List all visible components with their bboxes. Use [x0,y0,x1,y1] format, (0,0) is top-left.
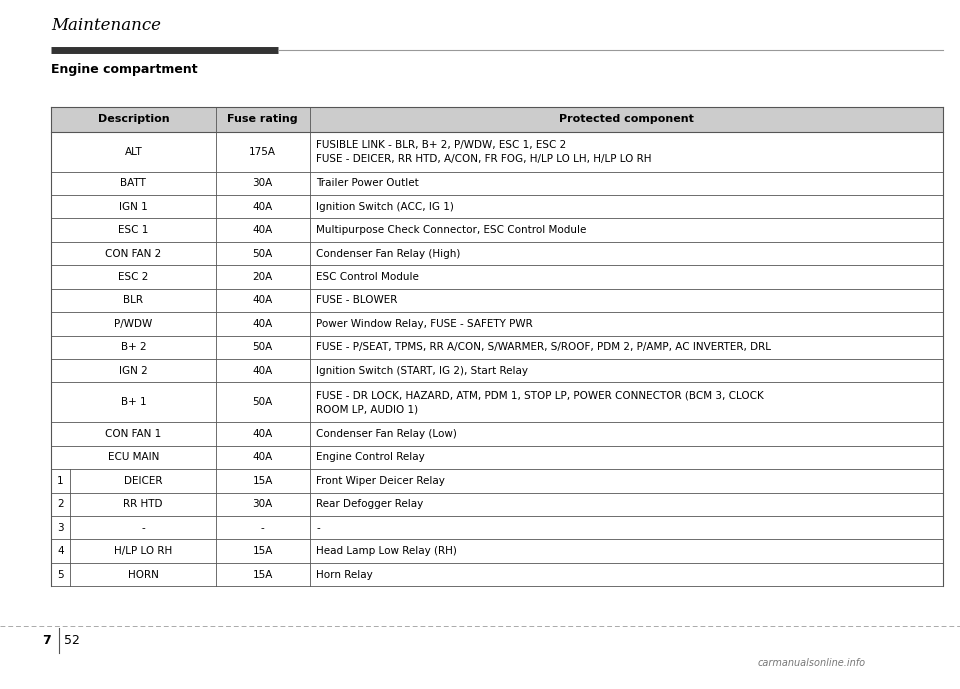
Text: -: - [141,523,145,533]
Text: Description: Description [98,114,169,124]
Text: 20A: 20A [252,272,273,282]
Text: IGN 2: IGN 2 [119,366,148,376]
Text: P/WDW: P/WDW [114,319,153,329]
Text: Protected component: Protected component [559,114,693,124]
Text: 40A: 40A [252,319,273,329]
Text: 30A: 30A [252,178,273,188]
Text: HORN: HORN [128,570,158,579]
Text: -: - [261,523,265,533]
Text: Head Lamp Low Relay (RH): Head Lamp Low Relay (RH) [316,546,457,556]
Text: B+ 1: B+ 1 [121,398,146,407]
Text: 50A: 50A [252,398,273,407]
Text: Trailer Power Outlet: Trailer Power Outlet [316,178,419,188]
Text: FUSE - BLOWER: FUSE - BLOWER [316,296,397,305]
Text: FUSE - DEICER, RR HTD, A/CON, FR FOG, H/LP LO LH, H/LP LO RH: FUSE - DEICER, RR HTD, A/CON, FR FOG, H/… [316,154,652,163]
Text: Condenser Fan Relay (Low): Condenser Fan Relay (Low) [316,429,457,439]
Text: ESC Control Module: ESC Control Module [316,272,420,282]
Text: CON FAN 2: CON FAN 2 [106,249,161,258]
Bar [51,107,943,132]
Text: ESC 1: ESC 1 [118,225,149,235]
Text: 7: 7 [41,635,51,647]
Text: 4: 4 [58,546,63,556]
Text: 2: 2 [58,500,63,509]
Text: FUSE - P/SEAT, TPMS, RR A/CON, S/WARMER, S/ROOF, PDM 2, P/AMP, AC INVERTER, DRL: FUSE - P/SEAT, TPMS, RR A/CON, S/WARMER,… [316,342,771,352]
Text: DEICER: DEICER [124,476,162,486]
Text: 40A: 40A [252,366,273,376]
Text: 40A: 40A [252,225,273,235]
Text: ALT: ALT [125,147,142,156]
Text: Engine Control Relay: Engine Control Relay [316,453,425,462]
Text: BATT: BATT [120,178,146,188]
Text: Power Window Relay, FUSE - SAFETY PWR: Power Window Relay, FUSE - SAFETY PWR [316,319,533,329]
Text: -: - [316,523,320,533]
Text: FUSIBLE LINK - BLR, B+ 2, P/WDW, ESC 1, ESC 2: FUSIBLE LINK - BLR, B+ 2, P/WDW, ESC 1, … [316,140,566,150]
Text: 50A: 50A [252,342,273,352]
Text: Fuse rating: Fuse rating [228,114,298,124]
Text: IGN 1: IGN 1 [119,202,148,212]
Text: 15A: 15A [252,476,273,486]
Text: FUSE - DR LOCK, HAZARD, ATM, PDM 1, STOP LP, POWER CONNECTOR (BCM 3, CLOCK: FUSE - DR LOCK, HAZARD, ATM, PDM 1, STOP… [316,391,764,400]
Text: Horn Relay: Horn Relay [316,570,373,579]
Text: 40A: 40A [252,296,273,305]
Text: H/LP LO RH: H/LP LO RH [114,546,172,556]
Text: 30A: 30A [252,500,273,509]
Text: 40A: 40A [252,453,273,462]
Text: Ignition Switch (START, IG 2), Start Relay: Ignition Switch (START, IG 2), Start Rel… [316,366,528,376]
Text: RR HTD: RR HTD [123,500,163,509]
Text: Multipurpose Check Connector, ESC Control Module: Multipurpose Check Connector, ESC Contro… [316,225,587,235]
Text: ESC 2: ESC 2 [118,272,149,282]
Text: BLR: BLR [124,296,143,305]
Text: CON FAN 1: CON FAN 1 [106,429,161,439]
Text: B+ 2: B+ 2 [121,342,146,352]
Text: ROOM LP, AUDIO 1): ROOM LP, AUDIO 1) [316,404,419,414]
Text: Maintenance: Maintenance [51,17,161,34]
Text: Rear Defogger Relay: Rear Defogger Relay [316,500,423,509]
Text: 40A: 40A [252,429,273,439]
Text: 3: 3 [58,523,63,533]
Text: 50A: 50A [252,249,273,258]
Text: 15A: 15A [252,570,273,579]
Text: Condenser Fan Relay (High): Condenser Fan Relay (High) [316,249,461,258]
Text: 1: 1 [58,476,63,486]
Text: 5: 5 [58,570,63,579]
Text: 52: 52 [64,635,80,647]
Text: Engine compartment: Engine compartment [51,63,198,76]
Text: 175A: 175A [250,147,276,156]
Text: Front Wiper Deicer Relay: Front Wiper Deicer Relay [316,476,445,486]
Text: ECU MAIN: ECU MAIN [108,453,159,462]
Text: 40A: 40A [252,202,273,212]
Text: 15A: 15A [252,546,273,556]
Text: Ignition Switch (ACC, IG 1): Ignition Switch (ACC, IG 1) [316,202,454,212]
Text: carmanualsonline.info: carmanualsonline.info [757,658,865,668]
